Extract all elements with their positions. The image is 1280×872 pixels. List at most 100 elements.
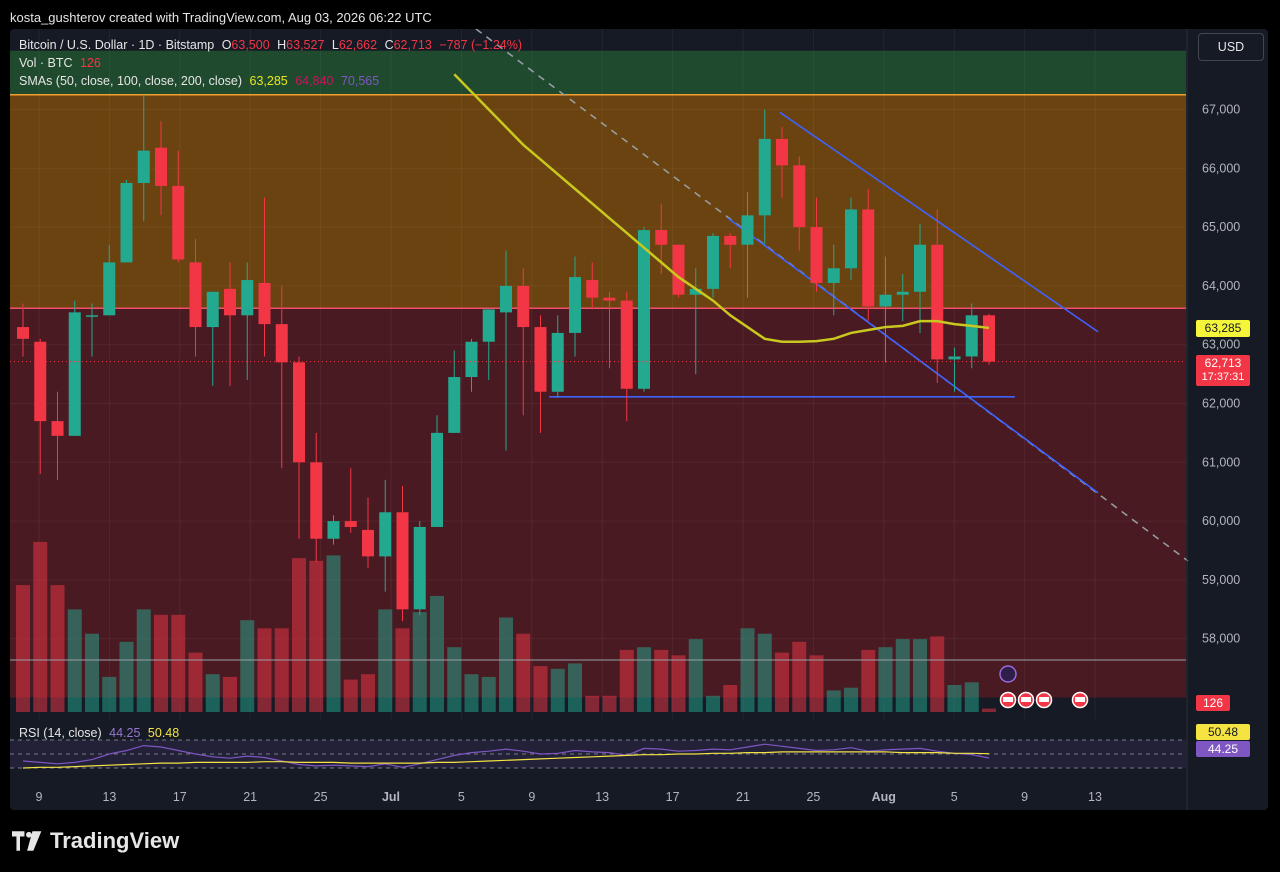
- volume-bar: [257, 628, 272, 712]
- volume-bar: [499, 617, 513, 712]
- x-tick-label: 25: [806, 790, 820, 804]
- candle-body: [86, 315, 98, 317]
- candle-body: [931, 244, 944, 360]
- candle-body: [776, 138, 788, 166]
- candle-body: [948, 356, 961, 360]
- tradingview-logo[interactable]: TradingView: [12, 828, 179, 854]
- candle-body: [155, 147, 167, 186]
- candle-body: [879, 294, 892, 307]
- candle-body: [655, 230, 668, 245]
- volume-bar: [102, 676, 117, 712]
- volume-bar: [430, 595, 444, 712]
- candle-body: [965, 315, 978, 357]
- sma50-line: [453, 73, 990, 344]
- bar-countdown: 17:37:31: [1201, 371, 1245, 383]
- candle-body: [68, 312, 81, 436]
- last-price: 62,713: [1204, 356, 1242, 370]
- candle-body: [120, 183, 133, 263]
- volume-bar: [464, 674, 479, 712]
- volume-bar: [844, 687, 858, 712]
- ohlc-close: C62,713: [384, 38, 432, 52]
- candle-body: [586, 280, 599, 298]
- x-tick-label: 9: [36, 790, 43, 804]
- last-price-tag: 62,713 17:37:31: [1196, 355, 1250, 386]
- candle-body: [189, 262, 202, 328]
- x-tick-label: 13: [1088, 790, 1102, 804]
- x-tick-label: 21: [736, 790, 750, 804]
- candle-body: [258, 282, 271, 325]
- volume-label: Vol · BTC: [19, 56, 73, 70]
- volume-bar: [33, 541, 48, 712]
- volume-bar: [688, 639, 703, 712]
- volume-bar: [292, 558, 306, 712]
- volume-bar: [913, 639, 927, 712]
- sma200-value: 70,565: [340, 74, 380, 88]
- candle-body: [465, 341, 478, 378]
- volume-bar: [740, 628, 755, 712]
- flag-stripe: [1003, 697, 1013, 702]
- candle-body: [689, 288, 702, 295]
- x-tick-label: 5: [951, 790, 958, 804]
- volume-bar: [274, 628, 289, 712]
- candle-body: [224, 288, 236, 316]
- y-tick-label: 63,000: [1202, 338, 1240, 352]
- volume-bar: [240, 620, 255, 712]
- volume-bar: [516, 633, 531, 712]
- flag-stripe: [1075, 697, 1085, 702]
- x-tick-label: 13: [595, 790, 609, 804]
- volume-bar: [188, 652, 203, 712]
- x-tick-label: 25: [314, 790, 328, 804]
- price-chart[interactable]: 67,000 66,000 65,000 64,000 63,000 62,000 61,0…: [10, 29, 1268, 810]
- candle-body: [103, 262, 116, 316]
- candle-body: [638, 230, 650, 389]
- sma-legend: SMAs (50, close, 100, close, 200, close)…: [19, 74, 383, 88]
- volume-bar: [930, 636, 945, 712]
- volume-bar: [481, 676, 496, 712]
- candle-body: [827, 268, 840, 283]
- volume-bar: [309, 560, 324, 712]
- volume-bar: [447, 647, 462, 712]
- rsi-value: 44.25: [109, 726, 141, 740]
- candle-body: [344, 521, 357, 527]
- volume-bar: [171, 614, 186, 712]
- candle-body: [327, 521, 340, 539]
- ohlc-high: H63,527: [277, 38, 325, 52]
- candle-body: [379, 512, 392, 557]
- volume-bar: [550, 668, 565, 712]
- volume-bar: [136, 609, 151, 712]
- y-tick-label: 66,000: [1202, 161, 1240, 175]
- candle-body: [362, 529, 374, 557]
- volume-bar: [723, 685, 738, 712]
- y-tick-label: 67,000: [1202, 103, 1240, 117]
- x-tick-label: 9: [1021, 790, 1028, 804]
- zone-orange: [10, 94, 1186, 309]
- candle-body: [724, 235, 737, 245]
- flag-stripe: [1021, 697, 1031, 702]
- zone-green: [10, 50, 1186, 95]
- volume-bar: [826, 690, 841, 712]
- volume-bar: [671, 655, 686, 712]
- volume-bar: [119, 641, 134, 712]
- candle-body: [51, 421, 64, 436]
- volume-bar: [895, 639, 910, 712]
- candle-body: [448, 377, 461, 433]
- candle-body: [914, 244, 926, 292]
- volume-bar: [706, 695, 720, 712]
- candle-body: [551, 332, 564, 392]
- tradingview-logo-icon: [12, 831, 42, 851]
- volume-bar: [602, 695, 617, 712]
- symbol-legend: Bitcoin / U.S. Dollar · 1D · Bitstamp O6…: [19, 38, 526, 52]
- volume-bar: [395, 628, 410, 712]
- candle-body: [793, 165, 806, 228]
- candle-body: [741, 215, 754, 245]
- rsi-ma-tag: 50.48: [1196, 724, 1250, 740]
- rsi-ma-value: 50.48: [147, 726, 180, 740]
- currency-button[interactable]: USD: [1198, 33, 1264, 61]
- chart-frame[interactable]: 67,000 66,000 65,000 64,000 63,000 62,000 61,0…: [10, 29, 1268, 810]
- candle-body: [517, 285, 530, 328]
- candle-body: [34, 341, 47, 422]
- volume-bar: [205, 674, 220, 712]
- candle-body: [310, 462, 323, 539]
- candle-body: [707, 235, 719, 289]
- volume-bar: [792, 641, 807, 712]
